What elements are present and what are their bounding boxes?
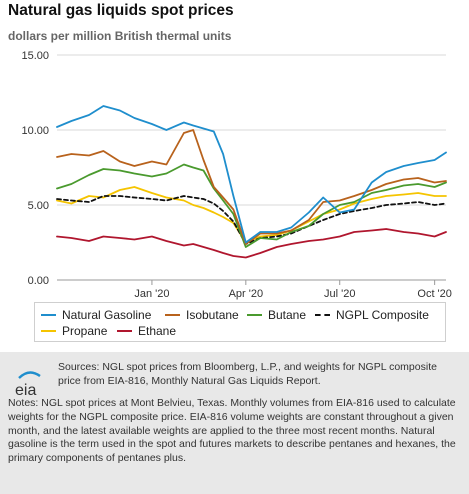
legend-label-natural-gasoline: Natural Gasoline	[62, 308, 152, 322]
footer-panel: eia Sources: NGL spot prices from Bloomb…	[0, 352, 469, 494]
legend-item-ngpl-composite: NGPL Composite	[315, 308, 429, 322]
chart-title: Natural gas liquids spot prices	[8, 2, 234, 19]
legend-label-butane: Butane	[268, 308, 307, 322]
eia-logo: eia	[15, 371, 41, 399]
legend-item-ethane: Ethane	[117, 324, 176, 338]
legend-swatch-butane	[247, 314, 262, 316]
legend-item-isobutane: Isobutane	[165, 308, 239, 322]
sources-text: Sources: NGL spot prices from Bloomberg,…	[58, 361, 437, 387]
legend-swatch-isobutane	[165, 314, 180, 316]
series-line-butane	[56, 163, 447, 248]
chart-legend: Natural Gasoline Isobutane Butane NGPL C…	[34, 302, 446, 342]
x-tick-label: Oct '20	[417, 288, 452, 300]
legend-item-propane: Propane	[41, 324, 107, 338]
legend-swatch-ngpl-composite	[315, 314, 330, 316]
legend-swatch-propane	[41, 330, 56, 332]
y-tick-label: 10.00	[21, 125, 49, 137]
legend-label-isobutane: Isobutane	[186, 308, 239, 322]
y-tick-label: 15.00	[21, 50, 49, 62]
x-tick-label: Jan '20	[134, 288, 169, 300]
series-line-isobutane	[56, 129, 447, 245]
legend-swatch-ethane	[117, 330, 132, 332]
legend-label-ngpl-composite: NGPL Composite	[336, 308, 429, 322]
legend-label-propane: Propane	[62, 324, 108, 338]
series-line-natural-gasoline	[56, 105, 447, 244]
x-tick-label: Jul '20	[324, 288, 355, 300]
series-line-ethane	[56, 228, 447, 259]
legend-label-ethane: Ethane	[138, 324, 177, 338]
notes-text: Notes: NGL spot prices at Mont Belvieu, …	[8, 397, 456, 465]
x-tick-label: Apr '20	[229, 288, 264, 300]
chart-subtitle: dollars per million British thermal unit…	[8, 29, 232, 43]
line-chart: 0.00 5.00 10.00 15.00 Jan '20 Apr '20 Jul '20 O…	[21, 50, 452, 300]
legend-item-butane: Butane	[247, 308, 306, 322]
legend-item-natural-gasoline: Natural Gasoline	[41, 308, 151, 322]
eia-logo-text: eia	[15, 382, 36, 399]
legend-swatch-natural-gasoline	[41, 314, 56, 316]
y-tick-label: 0.00	[28, 275, 49, 287]
y-tick-label: 5.00	[28, 200, 49, 212]
